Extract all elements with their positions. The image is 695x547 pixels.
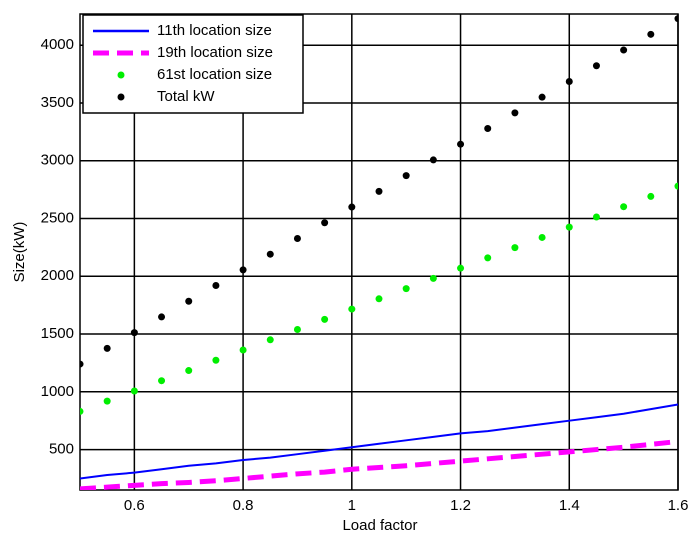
data-point: [620, 203, 628, 211]
data-point: [185, 367, 193, 375]
data-point: [130, 387, 138, 395]
x-tick-label: 0.8: [233, 497, 254, 514]
data-point: [565, 77, 573, 85]
y-tick-label: 500: [49, 441, 74, 458]
data-point: [565, 223, 573, 231]
x-tick-label: 1.2: [450, 497, 471, 514]
data-point: [375, 187, 383, 195]
data-point: [321, 315, 329, 323]
data-point: [130, 329, 138, 337]
data-point: [402, 172, 410, 180]
data-point: [592, 213, 600, 221]
data-point: [620, 46, 628, 54]
y-tick-label: 4000: [41, 36, 74, 53]
plot-area: [80, 15, 678, 490]
data-point: [80, 360, 84, 368]
data-point: [674, 182, 678, 190]
data-point: [647, 30, 655, 38]
legend-label: 11th location size: [157, 22, 272, 39]
data-point: [429, 156, 437, 164]
data-point: [293, 234, 301, 242]
data-point: [511, 244, 519, 252]
y-tick-label: 3500: [41, 94, 74, 111]
data-point: [321, 219, 329, 227]
data-point: [592, 62, 600, 70]
data-point: [457, 140, 465, 148]
data-point: [348, 203, 356, 211]
data-point: [484, 254, 492, 262]
legend-label: Total kW: [157, 88, 215, 105]
x-tick-label: 1.6: [668, 497, 689, 514]
x-tick-label: 1.4: [559, 497, 580, 514]
data-point: [185, 297, 193, 305]
legend-label: 61st location size: [157, 66, 272, 83]
data-point: [429, 274, 437, 282]
data-point: [239, 346, 247, 354]
data-point: [293, 326, 301, 334]
data-point: [212, 356, 220, 364]
legend-marker: [117, 93, 125, 101]
data-point: [457, 264, 465, 272]
data-point: [538, 93, 546, 101]
data-point: [484, 124, 492, 132]
y-tick-label: 1000: [41, 383, 74, 400]
data-point: [80, 407, 84, 415]
data-point: [103, 344, 111, 352]
data-point: [103, 397, 111, 405]
data-line: [80, 403, 678, 480]
data-point: [402, 285, 410, 293]
y-tick-label: 1500: [41, 325, 74, 342]
legend-label: 19th location size: [157, 44, 273, 61]
data-point: [348, 305, 356, 313]
data-point: [266, 336, 274, 344]
data-point: [239, 266, 247, 274]
y-tick-label: 2500: [41, 209, 74, 226]
data-line: [80, 438, 678, 490]
x-tick-label: 1: [348, 497, 356, 514]
legend-marker: [117, 71, 125, 79]
x-tick-label: 0.6: [124, 497, 145, 514]
data-point: [375, 295, 383, 303]
data-point: [538, 233, 546, 241]
y-axis-label: Size(kW): [11, 222, 28, 283]
plot-frame: [79, 13, 679, 491]
y-tick-label: 3000: [41, 152, 74, 169]
data-point: [674, 15, 678, 23]
x-axis-label: Load factor: [342, 517, 417, 534]
data-point: [212, 282, 220, 290]
data-point: [511, 109, 519, 117]
data-point: [647, 192, 655, 200]
data-point: [158, 377, 166, 385]
data-point: [266, 250, 274, 258]
y-tick-label: 2000: [41, 267, 74, 284]
data-point: [158, 313, 166, 321]
